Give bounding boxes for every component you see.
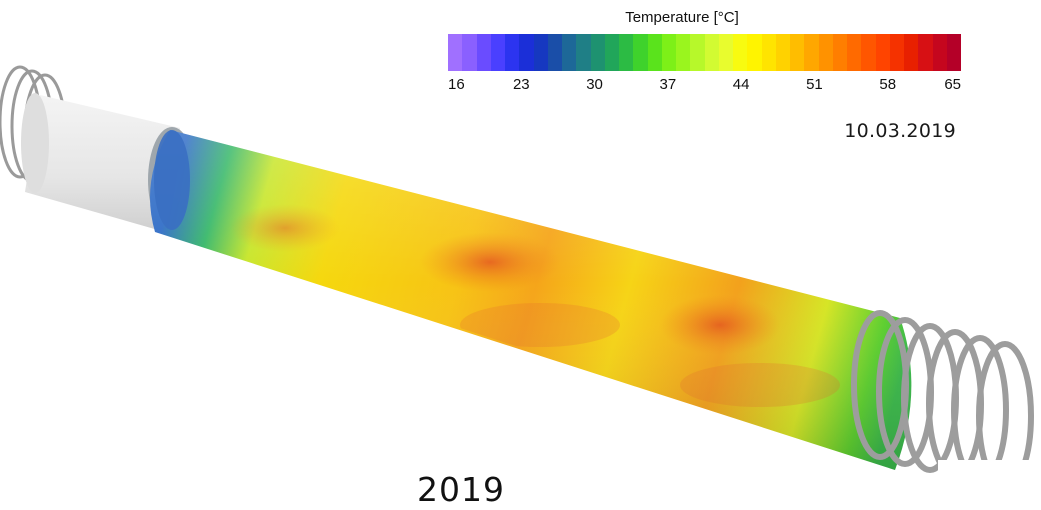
colorbar-cell: [804, 34, 819, 71]
colorbar-cell: [932, 34, 947, 71]
colorbar-cell: [547, 34, 562, 71]
colorbar-tick-label: 30: [586, 76, 603, 93]
colorbar-cell: [619, 34, 634, 71]
colorbar-cell: [633, 34, 648, 71]
colorbar-cell: [661, 34, 676, 71]
colorbar-cell: [676, 34, 691, 71]
temperature-colorbar: [448, 34, 961, 71]
colorbar-cell: [818, 34, 833, 71]
colorbar-tick-label: 37: [659, 76, 677, 93]
colorbar-cell: [519, 34, 534, 71]
colorbar-cell: [946, 34, 961, 71]
colorbar-cell: [790, 34, 805, 71]
footer-year-text: 2019: [417, 470, 505, 509]
colorbar-cell: [904, 34, 919, 71]
colorbar-cell: [718, 34, 733, 71]
colorbar-cell: [505, 34, 520, 71]
colorbar-cell: [476, 34, 491, 71]
colorbar-tick-label: 44: [732, 76, 750, 93]
colorbar-cell: [861, 34, 876, 71]
watermark-backdrop: [938, 460, 1041, 500]
colorbar-tick-label: 51: [806, 76, 823, 93]
colorbar-cell: [576, 34, 591, 71]
colorbar-cell: [690, 34, 705, 71]
colorbar-cell: [761, 34, 776, 71]
colorbar-cell: [889, 34, 904, 71]
colorbar-cell: [604, 34, 619, 71]
colorbar-cell: [832, 34, 847, 71]
colorbar-cell: [747, 34, 762, 71]
colorbar-cell: [490, 34, 505, 71]
colorbar-cell: [462, 34, 477, 71]
colorbar-tick-label: 58: [879, 76, 897, 93]
colorbar-cell: [533, 34, 548, 71]
date-label: 10.03.2019: [844, 120, 956, 142]
colorbar-cell: [704, 34, 719, 71]
colorbar-ticks: 16 23 30 37 44 51 58 65: [448, 76, 961, 96]
colorbar-tick-label: 65: [944, 76, 961, 93]
colorbar-tick-label: 16: [448, 76, 465, 93]
colorbar-cell: [847, 34, 862, 71]
colorbar-cell: [875, 34, 890, 71]
colorbar-cell: [590, 34, 605, 71]
colorbar-cell: [918, 34, 933, 71]
colorbar-cell: [647, 34, 662, 71]
legend-title: Temperature [°C]: [625, 9, 739, 26]
colorbar-cell: [733, 34, 748, 71]
colorbar-cell: [562, 34, 577, 71]
colorbar-tick-label: 23: [512, 76, 530, 93]
colorbar-cell: [448, 34, 463, 71]
colorbar-cell: [775, 34, 790, 71]
heated-tube: [150, 130, 912, 470]
